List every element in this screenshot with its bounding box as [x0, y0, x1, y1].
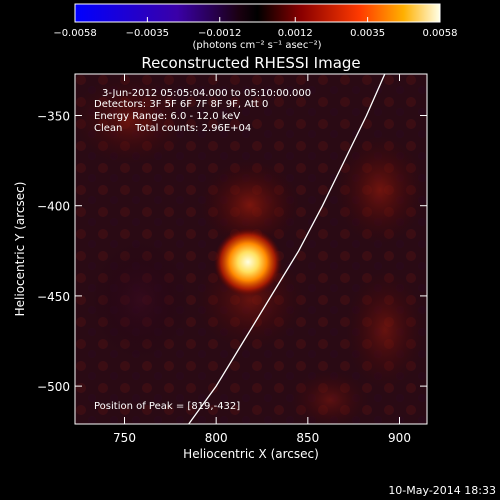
y-tick-label: −400: [37, 200, 70, 214]
timestamp: 10-May-2014 18:33: [388, 484, 496, 497]
annotation-time-range: 3-Jun-2012 05:05:04.000 to 05:10:00.000: [102, 88, 311, 99]
solar-limb-curve: [188, 74, 386, 424]
annotation-detectors: Detectors: 3F 5F 6F 7F 8F 9F, Att 0: [94, 99, 268, 110]
colorbar-tick-label: 0.0035: [350, 28, 385, 39]
flare-source: [214, 228, 282, 296]
colorbar-tick-label: −0.0012: [198, 28, 241, 39]
colorbar-tick-label: 0.0012: [278, 28, 313, 39]
y-tick-label: −450: [37, 290, 70, 304]
plot-frame: [74, 73, 428, 425]
colorbar-tick-label: 0.0058: [423, 28, 458, 39]
x-tick-label: 800: [205, 431, 228, 445]
x-tick-label: 850: [296, 431, 319, 445]
annotation-energy-range: Energy Range: 6.0 - 12.0 keV: [94, 111, 240, 122]
x-tick-label: 750: [113, 431, 136, 445]
colorbar-tick-label: −0.0035: [126, 28, 169, 39]
x-axis-label: Heliocentric X (arcsec): [183, 447, 319, 461]
colorbar-tick-label: −0.0058: [53, 28, 96, 39]
heatmap-image: [75, 74, 427, 424]
colorbar-unit-label: (photons cm⁻² s⁻¹ asec⁻²): [192, 40, 321, 51]
colorbar: [74, 3, 441, 23]
annotation-clean-counts: Clean Total counts: 2.96E+04: [94, 123, 251, 134]
y-axis-ticks: −350 −400 −450 −500: [37, 109, 427, 394]
x-tick-label: 900: [388, 431, 411, 445]
annotation-peak-position: Position of Peak = [819,-432]: [94, 401, 240, 412]
y-tick-label: −500: [37, 380, 70, 394]
colorbar-ticks: −0.0058 −0.0035 −0.0012 0.0012 0.0035 0.0058: [53, 17, 458, 39]
x-axis-ticks: 750 800 850 900: [113, 74, 411, 445]
y-tick-label: −350: [37, 109, 70, 123]
y-axis-label: Heliocentric Y (arcsec): [13, 182, 27, 317]
chart-title: Reconstructed RHESSI Image: [141, 54, 360, 72]
